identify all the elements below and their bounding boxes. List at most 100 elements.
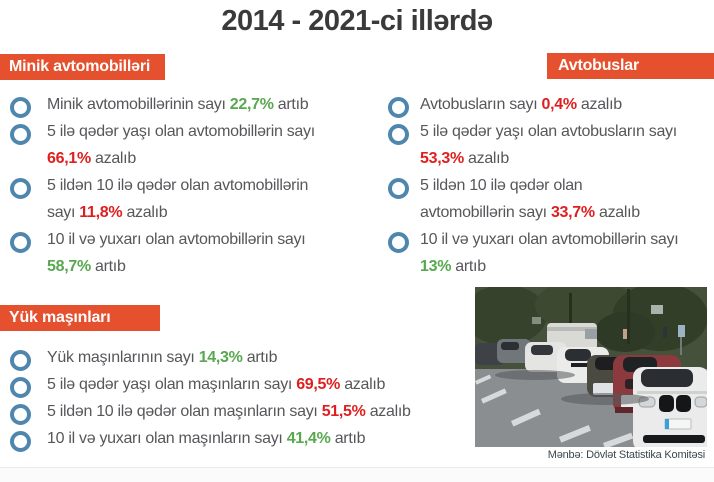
stat-lines: 5 ilə qədər yaşı olan avtobusların sayı 5…	[420, 118, 714, 172]
bullet-ring-icon	[10, 178, 31, 199]
stat-line: 58,7% artıb	[47, 253, 370, 280]
stat-text-segment: 5 ildən 10 ilə qədər olan avtomobillərin	[47, 177, 309, 194]
bullet-ring-icon	[10, 404, 31, 425]
stat-line: 66,1% azalıb	[47, 145, 370, 172]
stat-line: Avtobusların sayı 0,4% azalıb	[420, 91, 714, 118]
stat-percent-value: 66,1%	[47, 150, 91, 167]
stat-lines: 5 ildən 10 ilə qədər olan avtomobillərin …	[420, 172, 714, 226]
stat-text-segment: azalıb	[463, 150, 509, 167]
stat-text-segment: azalıb	[90, 150, 136, 167]
stat-percent-value: 58,7%	[47, 258, 91, 275]
section-header-avtobuslar: Avtobuslar	[547, 53, 714, 79]
source-note: Mənbə: Dövlət Statistika Komitəsi	[547, 449, 705, 461]
bullet-ring-icon	[10, 431, 31, 452]
stat-percent-value: 53,3%	[420, 150, 464, 167]
stat-lines: 5 ildən 10 ilə qədər olan avtomobillərin…	[47, 172, 370, 226]
stat-line: 10 il və yuxarı olan maşınların sayı 41,…	[47, 425, 490, 452]
stat-text-segment: sayı	[47, 204, 80, 221]
stat-text-segment: artıb	[90, 258, 126, 275]
stat-percent-value: 0,4%	[541, 96, 577, 113]
stat-item: 10 il və yuxarı olan avtomobillərin sayı…	[10, 226, 370, 280]
stat-item: 5 ildən 10 ilə qədər olan maşınların say…	[10, 398, 490, 425]
bullet-ring-icon	[388, 97, 409, 118]
bullet-ring-icon	[388, 232, 409, 253]
stat-text-segment: azalıb	[576, 96, 622, 113]
stat-item: 10 il və yuxarı olan avtomobillərin sayı…	[388, 226, 714, 280]
stat-text-segment: azalıb	[594, 204, 640, 221]
stat-line: 5 ildən 10 ilə qədər olan maşınların say…	[47, 398, 490, 425]
parked-cars-photo	[475, 287, 707, 447]
parked-cars-photo-graphic	[475, 287, 707, 447]
stat-text-segment: azalıb	[122, 204, 168, 221]
stat-item: 5 ildən 10 ilə qədər olan avtomobillərin …	[388, 172, 714, 226]
stat-text-segment: 5 ildən 10 ilə qədər olan	[420, 177, 583, 194]
stat-item: 10 il və yuxarı olan maşınların sayı 41,…	[10, 425, 490, 452]
stat-percent-value: 51,5%	[321, 403, 366, 420]
stat-percent-value: 11,8%	[79, 204, 123, 221]
stat-text-segment: 5 ilə qədər yaşı olan avtomobillərin say…	[47, 123, 315, 140]
stat-item: Yük maşınlarının sayı 14,3% artıb	[10, 344, 490, 371]
stat-lines: 10 il və yuxarı olan avtomobillərin sayı…	[47, 226, 370, 280]
stat-line: 5 ildən 10 ilə qədər olan avtomobillərin	[47, 172, 370, 199]
stat-list-minik: Minik avtomobillərinin sayı 22,7% artıb 5…	[10, 91, 370, 280]
stat-line: 5 ilə qədər yaşı olan maşınların sayı 69…	[47, 371, 490, 398]
bullet-ring-icon	[10, 124, 31, 145]
bullet-ring-icon	[10, 377, 31, 398]
stat-list-yuk: Yük maşınlarının sayı 14,3% artıb 5 ilə q…	[10, 344, 490, 452]
stat-lines: Yük maşınlarının sayı 14,3% artıb	[47, 344, 490, 371]
stat-text-segment: azalıb	[365, 403, 411, 420]
stat-percent-value: 22,7%	[229, 96, 274, 113]
stat-percent-value: 14,3%	[198, 349, 243, 366]
stat-percent-value: 33,7%	[550, 204, 595, 221]
stat-lines: 10 il və yuxarı olan avtomobillərin sayı…	[420, 226, 714, 280]
stat-item: Minik avtomobillərinin sayı 22,7% artıb	[10, 91, 370, 118]
stat-lines: 10 il və yuxarı olan maşınların sayı 41,…	[47, 425, 490, 452]
stat-item: 5 ilə qədər yaşı olan maşınların sayı 69…	[10, 371, 490, 398]
stat-text-segment: Avtobusların sayı	[420, 96, 542, 113]
stat-lines: 5 ilə qədər yaşı olan avtomobillərin say…	[47, 118, 370, 172]
stat-text-segment: artıb	[330, 430, 366, 447]
stat-lines: Minik avtomobillərinin sayı 22,7% artıb	[47, 91, 370, 118]
stat-item: Avtobusların sayı 0,4% azalıb	[388, 91, 714, 118]
stat-line: 10 il və yuxarı olan avtomobillərin sayı	[420, 226, 714, 253]
stat-line: 5 ilə qədər yaşı olan avtomobillərin say…	[47, 118, 370, 145]
bullet-ring-icon	[388, 178, 409, 199]
stat-text-segment: 5 ilə qədər yaşı olan avtobusların sayı	[420, 123, 677, 140]
stat-line: sayı 11,8% azalıb	[47, 199, 370, 226]
stat-line: Minik avtomobillərinin sayı 22,7% artıb	[47, 91, 370, 118]
bullet-ring-icon	[10, 97, 31, 118]
stat-text-segment: 10 il və yuxarı olan avtomobillərin sayı	[47, 231, 306, 248]
stat-line: 5 ilə qədər yaşı olan avtobusların sayı	[420, 118, 714, 145]
stat-text-segment: azalıb	[340, 376, 386, 393]
stat-line: 10 il və yuxarı olan avtomobillərin sayı	[47, 226, 370, 253]
section-header-minik-avtomobillari: Minik avtomobilləri	[0, 54, 165, 80]
stat-line: 53,3% azalıb	[420, 145, 714, 172]
footer-strip	[0, 467, 714, 482]
stat-text-segment: 5 ilə qədər yaşı olan maşınların sayı	[47, 376, 297, 393]
page-title: 2014 - 2021-ci illərdə	[221, 5, 493, 37]
stat-text-segment: avtomobillərin sayı	[420, 204, 551, 221]
bullet-ring-icon	[10, 232, 31, 253]
stat-text-segment: Yük maşınlarının sayı	[47, 349, 199, 366]
stat-text-segment: artıb	[273, 96, 309, 113]
bullet-ring-icon	[10, 350, 31, 371]
stat-text-segment: 10 il və yuxarı olan maşınların sayı	[47, 430, 287, 447]
stat-percent-value: 69,5%	[296, 376, 341, 393]
stat-lines: 5 ildən 10 ilə qədər olan maşınların say…	[47, 398, 490, 425]
stat-text-segment: artıb	[451, 258, 486, 275]
stat-text-segment: Minik avtomobillərinin sayı	[47, 96, 230, 113]
section-header-yuk-masinlari: Yük maşınları	[0, 305, 160, 331]
stat-text-segment: artıb	[242, 349, 278, 366]
stat-line: 5 ildən 10 ilə qədər olan	[420, 172, 714, 199]
stat-item: 5 ildən 10 ilə qədər olan avtomobillərin…	[10, 172, 370, 226]
stat-percent-value: 13%	[420, 258, 452, 275]
stat-item: 5 ilə qədər yaşı olan avtobusların sayı 5…	[388, 118, 714, 172]
stat-lines: 5 ilə qədər yaşı olan maşınların sayı 69…	[47, 371, 490, 398]
stat-lines: Avtobusların sayı 0,4% azalıb	[420, 91, 714, 118]
stat-text-segment: 10 il və yuxarı olan avtomobillərin sayı	[420, 231, 679, 248]
stat-item: 5 ilə qədər yaşı olan avtomobillərin say…	[10, 118, 370, 172]
stat-percent-value: 41,4%	[286, 430, 331, 447]
bullet-ring-icon	[388, 124, 409, 145]
stat-line: 13% artıb	[420, 253, 714, 280]
stat-text-segment: 5 ildən 10 ilə qədər olan maşınların say…	[47, 403, 322, 420]
